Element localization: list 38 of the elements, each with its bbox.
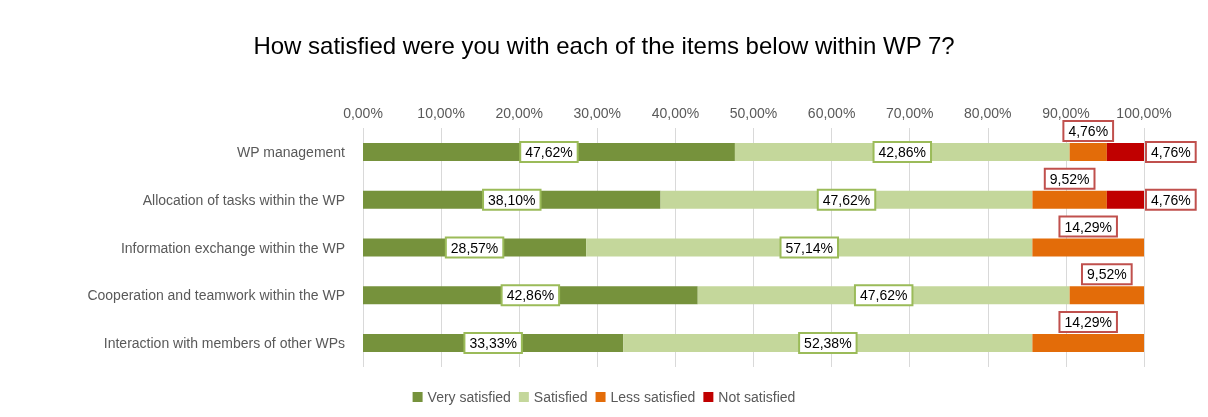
y-tick-label: Cooperation and teamwork within the WP [87,287,345,304]
data-label: 38,10% [488,191,536,208]
data-label: 9,52% [1049,170,1090,187]
y-tick-label: WP management [237,143,346,160]
data-label: 4,76% [1151,191,1191,208]
data-label: 33,33% [469,335,517,352]
x-tick-label: 70,00% [885,105,934,121]
data-label: 47,62% [525,143,573,160]
y-tick-label: Information exchange within the WP [120,239,345,256]
data-label: 28,57% [450,239,499,256]
data-label: 42,86% [878,143,927,160]
x-tick-label: 100,00% [1116,105,1172,121]
y-tick-label: Interaction with members of other WPs [103,335,345,352]
data-label: 57,14% [785,239,834,256]
data-label: 47,62% [859,287,908,304]
x-tick-label: 90,00% [1042,105,1090,121]
x-tick-label: 60,00% [807,105,856,121]
x-tick-label: 30,00% [573,105,622,121]
data-label: 4,76% [1151,143,1191,160]
legend-label: Not satisfied [718,389,796,405]
x-tick-label: 0,00% [343,105,383,121]
data-label: 52,38% [804,335,852,352]
x-tick-label: 40,00% [651,105,700,121]
x-tick-label: 10,00% [417,105,465,121]
data-label: 47,62% [822,191,871,208]
x-tick-label: 80,00% [964,105,1012,121]
y-tick-label: Allocation of tasks within the WP [142,191,345,208]
data-label: 9,52% [1086,266,1127,283]
data-label: 4,76% [1068,122,1109,139]
data-label: 42,86% [506,287,555,304]
legend-label: Satisfied [533,389,588,405]
data-label: 14,29% [1064,218,1112,235]
legend-label: Less satisfied [610,389,696,405]
x-tick-label: 20,00% [495,105,543,121]
data-label: 14,29% [1064,314,1112,331]
x-tick-label: 50,00% [729,105,778,121]
legend-label: Very satisfied [427,389,511,405]
chart-title: How satisfied were you with each of the items below within WP 7? [253,31,955,59]
